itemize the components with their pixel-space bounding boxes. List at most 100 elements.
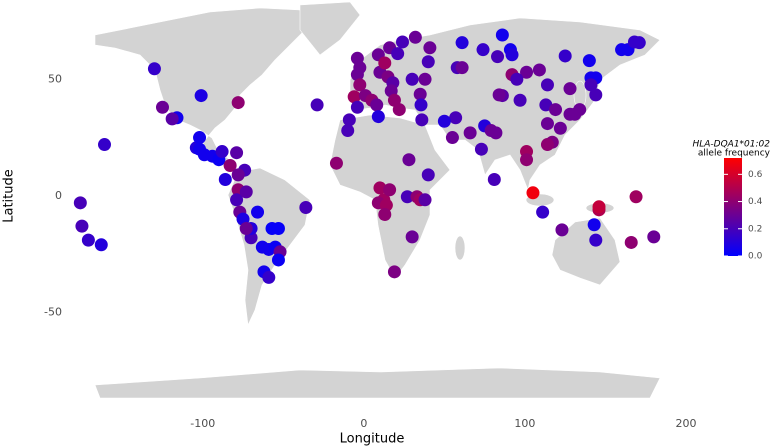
point [555, 223, 569, 237]
point [513, 93, 527, 107]
point [437, 114, 451, 128]
point [165, 112, 179, 126]
point [495, 28, 509, 42]
point [540, 138, 554, 152]
x-tick-label: -100 [190, 417, 215, 430]
point [532, 63, 546, 77]
point [455, 61, 469, 75]
africa [329, 114, 451, 279]
legend-tick-label: 0.0 [748, 252, 763, 262]
point [418, 193, 432, 207]
point [347, 90, 361, 104]
point [193, 131, 207, 145]
y-tick-label: 50 [48, 72, 62, 85]
point [455, 36, 469, 50]
point [421, 55, 435, 69]
point [271, 221, 285, 235]
point [463, 126, 477, 140]
points [73, 28, 661, 284]
point [239, 185, 253, 199]
point [94, 238, 108, 252]
legend-title: allele frequency [698, 149, 771, 159]
point [371, 110, 385, 124]
point [395, 35, 409, 49]
point [540, 117, 554, 131]
point [589, 88, 603, 102]
point [553, 121, 567, 135]
point [587, 218, 601, 232]
point [624, 235, 638, 249]
point [505, 48, 519, 62]
point [310, 98, 324, 112]
point [449, 111, 463, 125]
point [405, 230, 419, 244]
point [218, 173, 232, 187]
point [341, 124, 355, 138]
point [223, 159, 237, 173]
point [329, 156, 343, 170]
australia [551, 217, 621, 286]
point [510, 72, 524, 86]
x-axis-label: Longitude [340, 432, 405, 446]
legend-title: HLA-DQA1*01:02 [692, 140, 770, 150]
x-tick-label: 200 [675, 417, 696, 430]
point [592, 200, 606, 214]
point [563, 82, 577, 96]
color-bar [724, 158, 742, 256]
point [540, 78, 554, 92]
point [558, 49, 572, 63]
point [370, 98, 384, 112]
point [589, 233, 603, 247]
y-tick-label: -50 [44, 305, 62, 318]
greenland [299, 1, 361, 56]
point [387, 265, 401, 279]
point [373, 181, 387, 195]
point [391, 47, 405, 61]
point [251, 205, 265, 219]
point [408, 30, 422, 44]
point [526, 186, 540, 200]
point [353, 78, 367, 92]
point [492, 88, 506, 102]
point [415, 113, 429, 127]
point [584, 78, 598, 92]
point [414, 98, 428, 112]
point [350, 68, 364, 82]
point [147, 62, 161, 76]
point [400, 190, 414, 204]
point [350, 100, 364, 114]
point [520, 153, 534, 167]
legend-tick-label: 0.6 [748, 170, 763, 180]
point [421, 168, 435, 182]
point [97, 138, 111, 152]
point [230, 193, 244, 207]
point [383, 183, 397, 197]
legend-tick-label: 0.2 [748, 224, 762, 234]
point [520, 65, 534, 79]
point [445, 131, 459, 145]
point [474, 142, 488, 156]
point [549, 103, 563, 117]
point [423, 41, 437, 55]
point [418, 72, 432, 86]
point [230, 146, 244, 160]
point [539, 98, 553, 112]
y-axis-label: Latitude [2, 169, 17, 223]
point [155, 100, 169, 114]
point [231, 96, 245, 110]
point [647, 230, 661, 244]
point [487, 173, 501, 187]
point [405, 72, 419, 86]
island [454, 235, 466, 261]
antarctica [94, 367, 661, 399]
point [75, 219, 89, 233]
point [239, 221, 253, 235]
point [632, 36, 646, 50]
point [299, 200, 313, 214]
point [194, 89, 208, 103]
point [489, 126, 503, 140]
point [378, 56, 392, 70]
point [476, 43, 490, 57]
y-tick-label: 0 [55, 189, 62, 202]
point [231, 168, 245, 182]
